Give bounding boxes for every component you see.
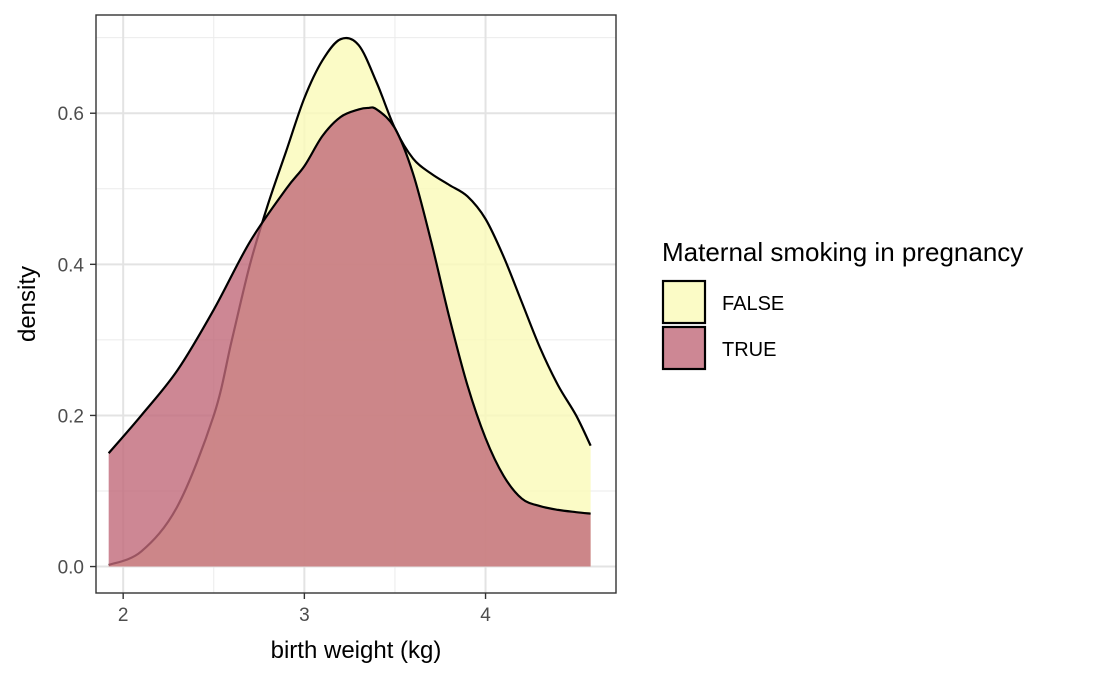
legend-title: Maternal smoking in pregnancy [662,237,1023,267]
legend-key [661,279,707,325]
x-axis-title: birth weight (kg) [271,637,442,664]
x-tick-label: 3 [299,605,310,626]
y-tick-label: 0.2 [58,406,84,427]
legend-item-false: FALSE [661,279,784,325]
x-tick-label: 4 [480,605,491,626]
y-axis-title: density [14,266,41,342]
panel-border [95,14,617,594]
density-line-true [107,106,591,515]
series-layer [107,36,592,567]
series-true [107,106,591,567]
legend-item-true: TRUE [661,325,776,371]
density-area-true [108,107,591,567]
y-tick-label: 0.0 [58,558,84,579]
y-tick-label: 0.4 [58,255,85,276]
legend-label: FALSE [722,293,784,315]
legend-key [661,325,707,371]
legend-label: TRUE [722,339,776,361]
legend-items: FALSE TRUE [661,279,784,371]
y-tick-label: 0.6 [58,104,84,125]
axis-layer: 2 3 4 0.0 0.2 0.4 0.6 [58,104,492,626]
x-tick-label: 2 [118,605,129,626]
legend: Maternal smoking in pregnancy FALSE TRUE [661,237,1023,371]
